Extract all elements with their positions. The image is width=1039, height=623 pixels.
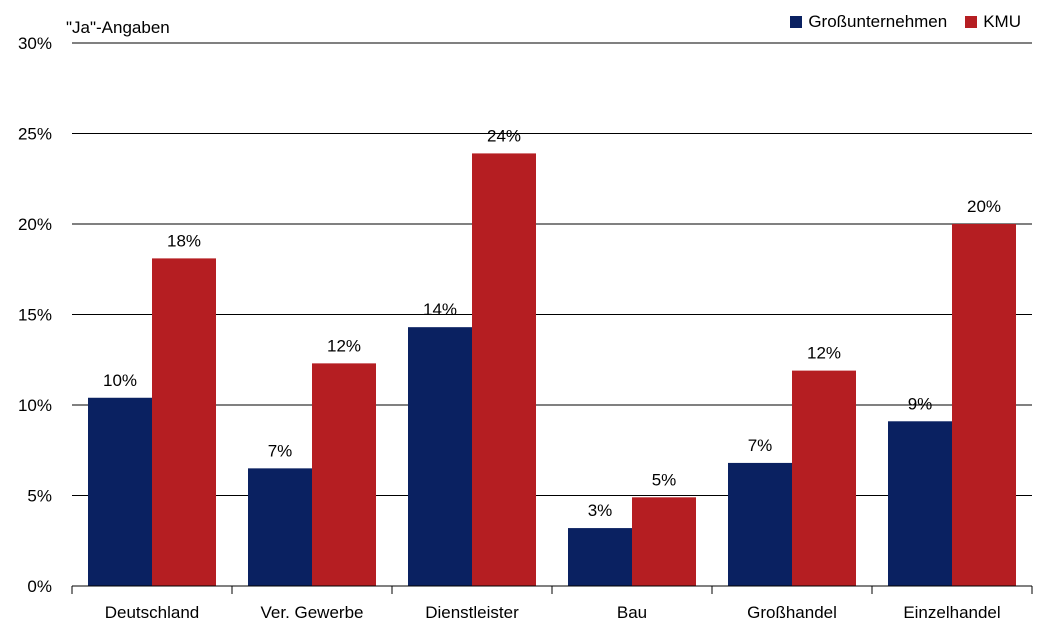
data-label: 9% (908, 394, 933, 413)
data-label: 18% (167, 231, 201, 250)
bar (728, 462, 792, 586)
bar (888, 421, 952, 586)
bar (312, 363, 376, 586)
bar (408, 327, 472, 586)
data-label: 24% (487, 126, 521, 145)
y-tick-label: 30% (18, 34, 52, 53)
data-label: 20% (967, 197, 1001, 216)
data-label: 5% (652, 470, 677, 489)
legend-item-grossunternehmen: Großunternehmen (790, 12, 947, 32)
data-label: 12% (327, 336, 361, 355)
data-label: 12% (807, 344, 841, 363)
y-tick-label: 25% (18, 125, 52, 144)
value-labels: 10% 7% 14% 3% 7% 9% 18% 12% 24% 5% 12% 20% (103, 126, 1001, 520)
bars (88, 153, 1016, 586)
bar (632, 497, 696, 586)
bar (472, 153, 536, 586)
legend-swatch-grossunternehmen (790, 16, 803, 28)
data-label: 14% (423, 300, 457, 319)
legend-label-kmu: KMU (983, 12, 1021, 31)
x-tick-label: Ver. Gewerbe (260, 603, 363, 622)
data-label: 3% (588, 501, 613, 520)
data-label: 10% (103, 371, 137, 390)
legend-item-kmu: KMU (965, 12, 1021, 32)
chart-subtitle: "Ja"-Angaben (66, 18, 170, 37)
y-tick-label: 0% (27, 577, 52, 596)
bar (248, 468, 312, 586)
x-tick-label: Einzelhandel (903, 603, 1000, 622)
data-label: 7% (268, 441, 293, 460)
legend: Großunternehmen KMU (772, 12, 1021, 32)
y-tick-label: 10% (18, 396, 52, 415)
y-tick-label: 20% (18, 215, 52, 234)
bar (792, 370, 856, 586)
x-tick-label: Dienstleister (425, 603, 519, 622)
legend-swatch-kmu (965, 16, 978, 28)
bar (952, 224, 1016, 586)
data-label: 7% (748, 436, 773, 455)
gridlines (72, 42, 1032, 496)
bar (88, 397, 152, 586)
x-tick-label: Deutschland (105, 603, 200, 622)
y-tick-label: 5% (27, 487, 52, 506)
x-tick-label: Bau (617, 603, 647, 622)
bar (568, 528, 632, 586)
legend-label-grossunternehmen: Großunternehmen (808, 12, 948, 31)
axes: 0% 5% 10% 15% 20% 25% 30% Deutschland Ver. Gewer… (18, 34, 1033, 622)
bar (152, 258, 216, 586)
x-tick-label: Großhandel (747, 603, 837, 622)
y-tick-label: 15% (18, 306, 52, 325)
